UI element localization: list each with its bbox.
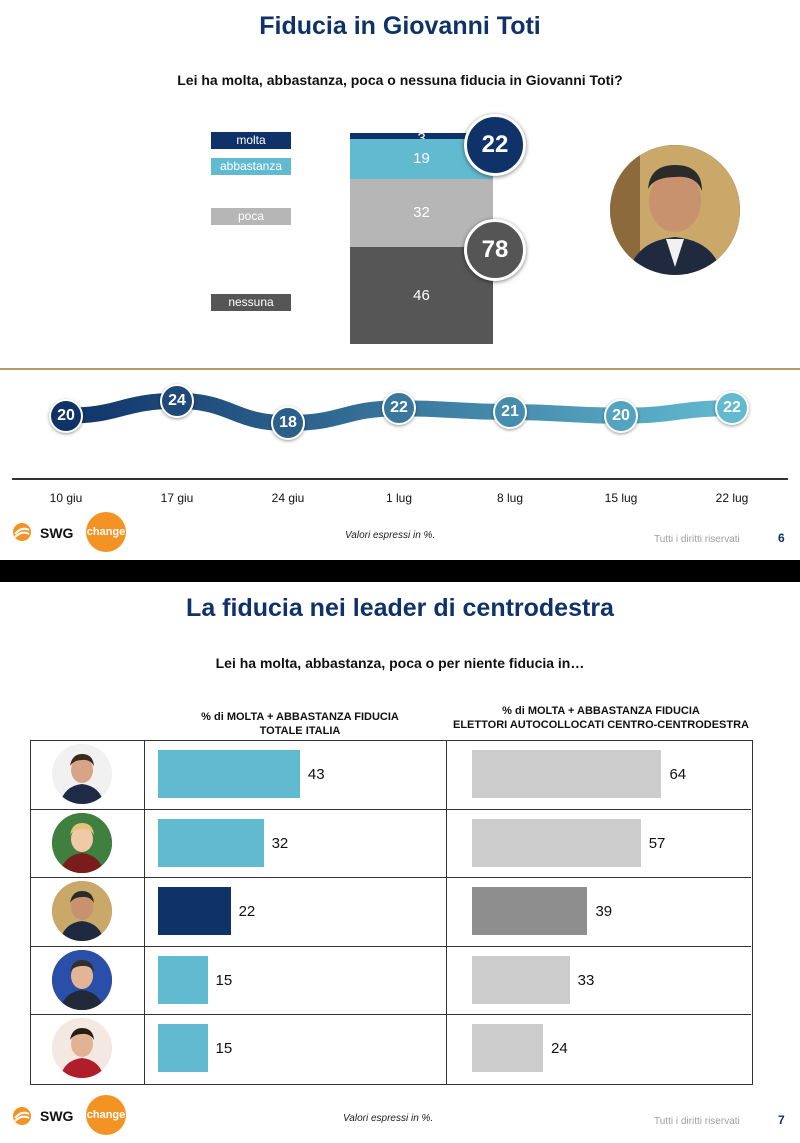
legend-abbastanza: abbastanza <box>211 158 291 175</box>
person-icon <box>52 1018 112 1079</box>
bar-totale-italia-3 <box>158 955 208 1004</box>
col2-header: % di MOLTA + ABBASTANZA FIDUCIA ELETTORI… <box>436 704 766 732</box>
leader-avatar-0 <box>52 744 112 804</box>
section-divider <box>0 368 800 370</box>
bar-centrodestra-value-4: 24 <box>551 1040 568 1058</box>
swg-logo-icon-2 <box>12 1106 32 1126</box>
bar-totale-italia-0 <box>158 750 300 798</box>
legend-nessuna: nessuna <box>211 294 291 311</box>
trend-point-3: 22 <box>382 391 416 426</box>
table-row-separator-3 <box>30 945 751 947</box>
table-row-separator-4 <box>30 1014 751 1016</box>
slide1-question: Lei ha molta, abbastanza, poca o nessuna… <box>177 72 623 88</box>
trend-point-4: 21 <box>493 395 527 429</box>
change-logo: change <box>86 512 126 552</box>
legend-molta-label: molta <box>236 133 266 147</box>
swg-logo-icon <box>12 522 32 542</box>
col2-header-line2: ELETTORI AUTOCOLLOCATI CENTRO-CENTRODEST… <box>453 719 749 731</box>
person-icon <box>52 881 112 942</box>
bar-totale-italia-1 <box>158 818 264 867</box>
legend-abbastanza-label: abbastanza <box>219 159 283 173</box>
positive-total-bubble: 22 <box>464 114 526 176</box>
timeline-axis <box>12 478 788 480</box>
slide2-page-number: 7 <box>778 1113 785 1127</box>
col2-header-line1: % di MOLTA + ABBASTANZA FIDUCIA <box>502 705 700 717</box>
bar-centrodestra-value-2: 39 <box>595 903 613 921</box>
person-icon <box>52 949 112 1010</box>
bar-centrodestra-value-1: 57 <box>648 834 666 852</box>
leaders-table <box>30 740 753 1085</box>
slide-separator <box>0 560 800 582</box>
slide1-page-number: 6 <box>778 531 785 545</box>
bar-centrodestra-0 <box>472 750 662 798</box>
person-icon <box>610 145 740 275</box>
table-row-separator-1 <box>30 808 751 810</box>
stack-segment-molta: 3 <box>350 131 493 146</box>
bar-totale-italia-value-0: 43 <box>307 766 325 783</box>
trend-point-5: 20 <box>604 398 638 433</box>
table-row-separator-2 <box>30 877 751 879</box>
toti-portrait-photo <box>610 145 740 275</box>
leader-avatar-3 <box>52 949 112 1010</box>
bar-centrodestra-value-0: 64 <box>669 766 687 783</box>
slide2-question: Lei ha molta, abbastanza, poca o per nie… <box>215 655 585 671</box>
table-divider-2 <box>446 740 447 1084</box>
timeline-label-2: 24 giu <box>271 491 305 505</box>
swg-logo-text-2: SWG <box>40 1108 74 1124</box>
legend-nessuna-label: nessuna <box>228 295 274 309</box>
leader-avatar-2 <box>52 881 112 942</box>
leader-avatar-1 <box>52 812 112 873</box>
leader-avatar-4 <box>52 1018 112 1079</box>
legend-molta: molta <box>211 132 291 149</box>
slide1-title: Fiducia in Giovanni Toti <box>259 12 541 40</box>
trend-point-2: 18 <box>271 406 305 441</box>
swg-logo-text: SWG <box>40 525 74 541</box>
change-logo-2: change <box>86 1095 126 1135</box>
timeline-label-0: 10 giu <box>49 491 83 505</box>
table-divider-1 <box>144 740 145 1084</box>
timeline-label-1: 17 giu <box>160 491 194 505</box>
bar-centrodestra-3 <box>472 955 570 1004</box>
bar-totale-italia-value-3: 15 <box>215 971 233 989</box>
col1-header: % di MOLTA + ABBASTANZA FIDUCIA TOTALE I… <box>150 710 450 738</box>
bar-centrodestra-4 <box>472 1024 544 1073</box>
negative-total-bubble: 78 <box>464 219 526 281</box>
bar-totale-italia-value-1: 32 <box>271 834 289 852</box>
slide2-title: La fiducia nei leader di centrodestra <box>186 594 614 622</box>
legend-poca: poca <box>211 208 291 225</box>
slide2-footer-note: Valori espressi in %. <box>343 1113 434 1124</box>
bar-centrodestra-1 <box>472 818 641 867</box>
trend-point-1: 24 <box>160 383 194 418</box>
timeline-label-3: 1 lug <box>385 491 413 505</box>
col1-header-line1: % di MOLTA + ABBASTANZA FIDUCIA <box>201 711 399 723</box>
bar-totale-italia-value-4: 15 <box>215 1040 233 1058</box>
slide1-footer-note: Valori espressi in %. <box>345 530 436 541</box>
bar-centrodestra-2 <box>472 887 588 936</box>
slide2-rights: Tutti i diritti riservati <box>654 1116 740 1127</box>
timeline-label-5: 15 lug <box>604 491 638 505</box>
legend-poca-label: poca <box>237 209 265 223</box>
bar-totale-italia-2 <box>158 887 231 936</box>
bar-totale-italia-value-2: 22 <box>238 903 256 921</box>
bar-centrodestra-value-3: 33 <box>577 971 595 989</box>
trend-point-6: 22 <box>715 391 749 426</box>
bar-totale-italia-4 <box>158 1024 208 1073</box>
timeline-label-4: 8 lug <box>496 491 524 505</box>
person-icon <box>52 812 112 873</box>
person-icon <box>52 744 112 804</box>
timeline-label-6: 22 lug <box>715 491 749 505</box>
col1-header-line2: TOTALE ITALIA <box>259 725 341 737</box>
trend-point-0: 20 <box>49 398 83 433</box>
slide1-rights: Tutti i diritti riservati <box>654 534 740 545</box>
